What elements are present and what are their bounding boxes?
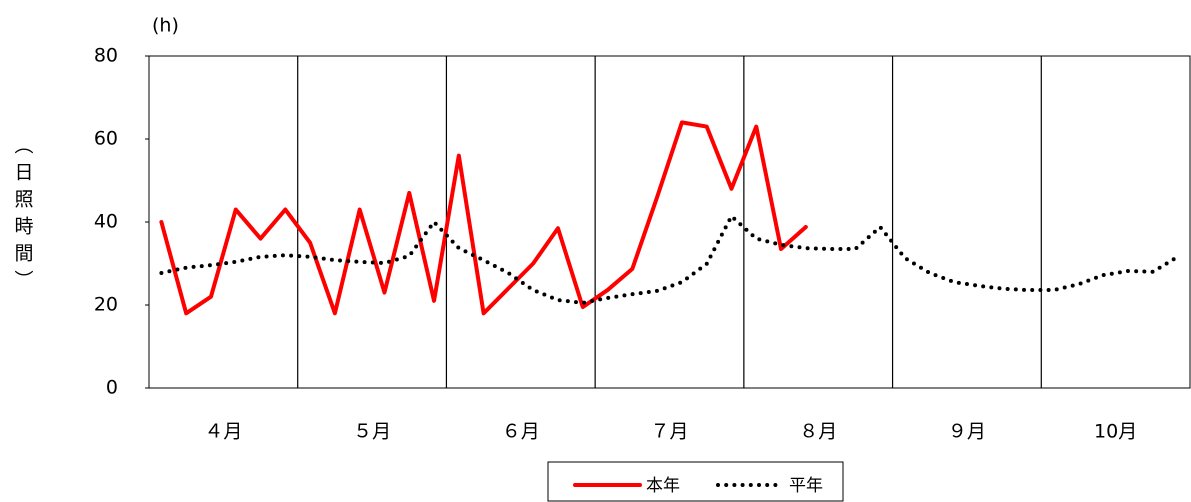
- y-tick-label: 40: [94, 211, 118, 233]
- legend-label: 平年: [789, 476, 823, 496]
- x-tick-label: ６月: [502, 421, 540, 443]
- y-tick-label: 20: [94, 294, 118, 316]
- x-tick-label: ８月: [799, 421, 837, 443]
- legend-box: [547, 461, 844, 502]
- y-unit: (h): [152, 15, 179, 37]
- y-tick-label: 60: [94, 128, 118, 150]
- y-axis-label: （日照時間）: [12, 135, 34, 297]
- x-tick-label: ５月: [353, 421, 391, 443]
- series-line: [159, 214, 1180, 305]
- y-tick-label: 80: [94, 45, 118, 67]
- legend-label: 本年: [646, 476, 680, 496]
- x-tick-label: ９月: [948, 421, 986, 443]
- x-tick-label: 10月: [1094, 421, 1137, 443]
- x-tick-label: ７月: [650, 421, 688, 443]
- series-line: [159, 120, 808, 316]
- plot-frame: [148, 55, 1191, 389]
- x-tick-label: ４月: [204, 421, 242, 443]
- y-tick-label: 0: [106, 377, 118, 399]
